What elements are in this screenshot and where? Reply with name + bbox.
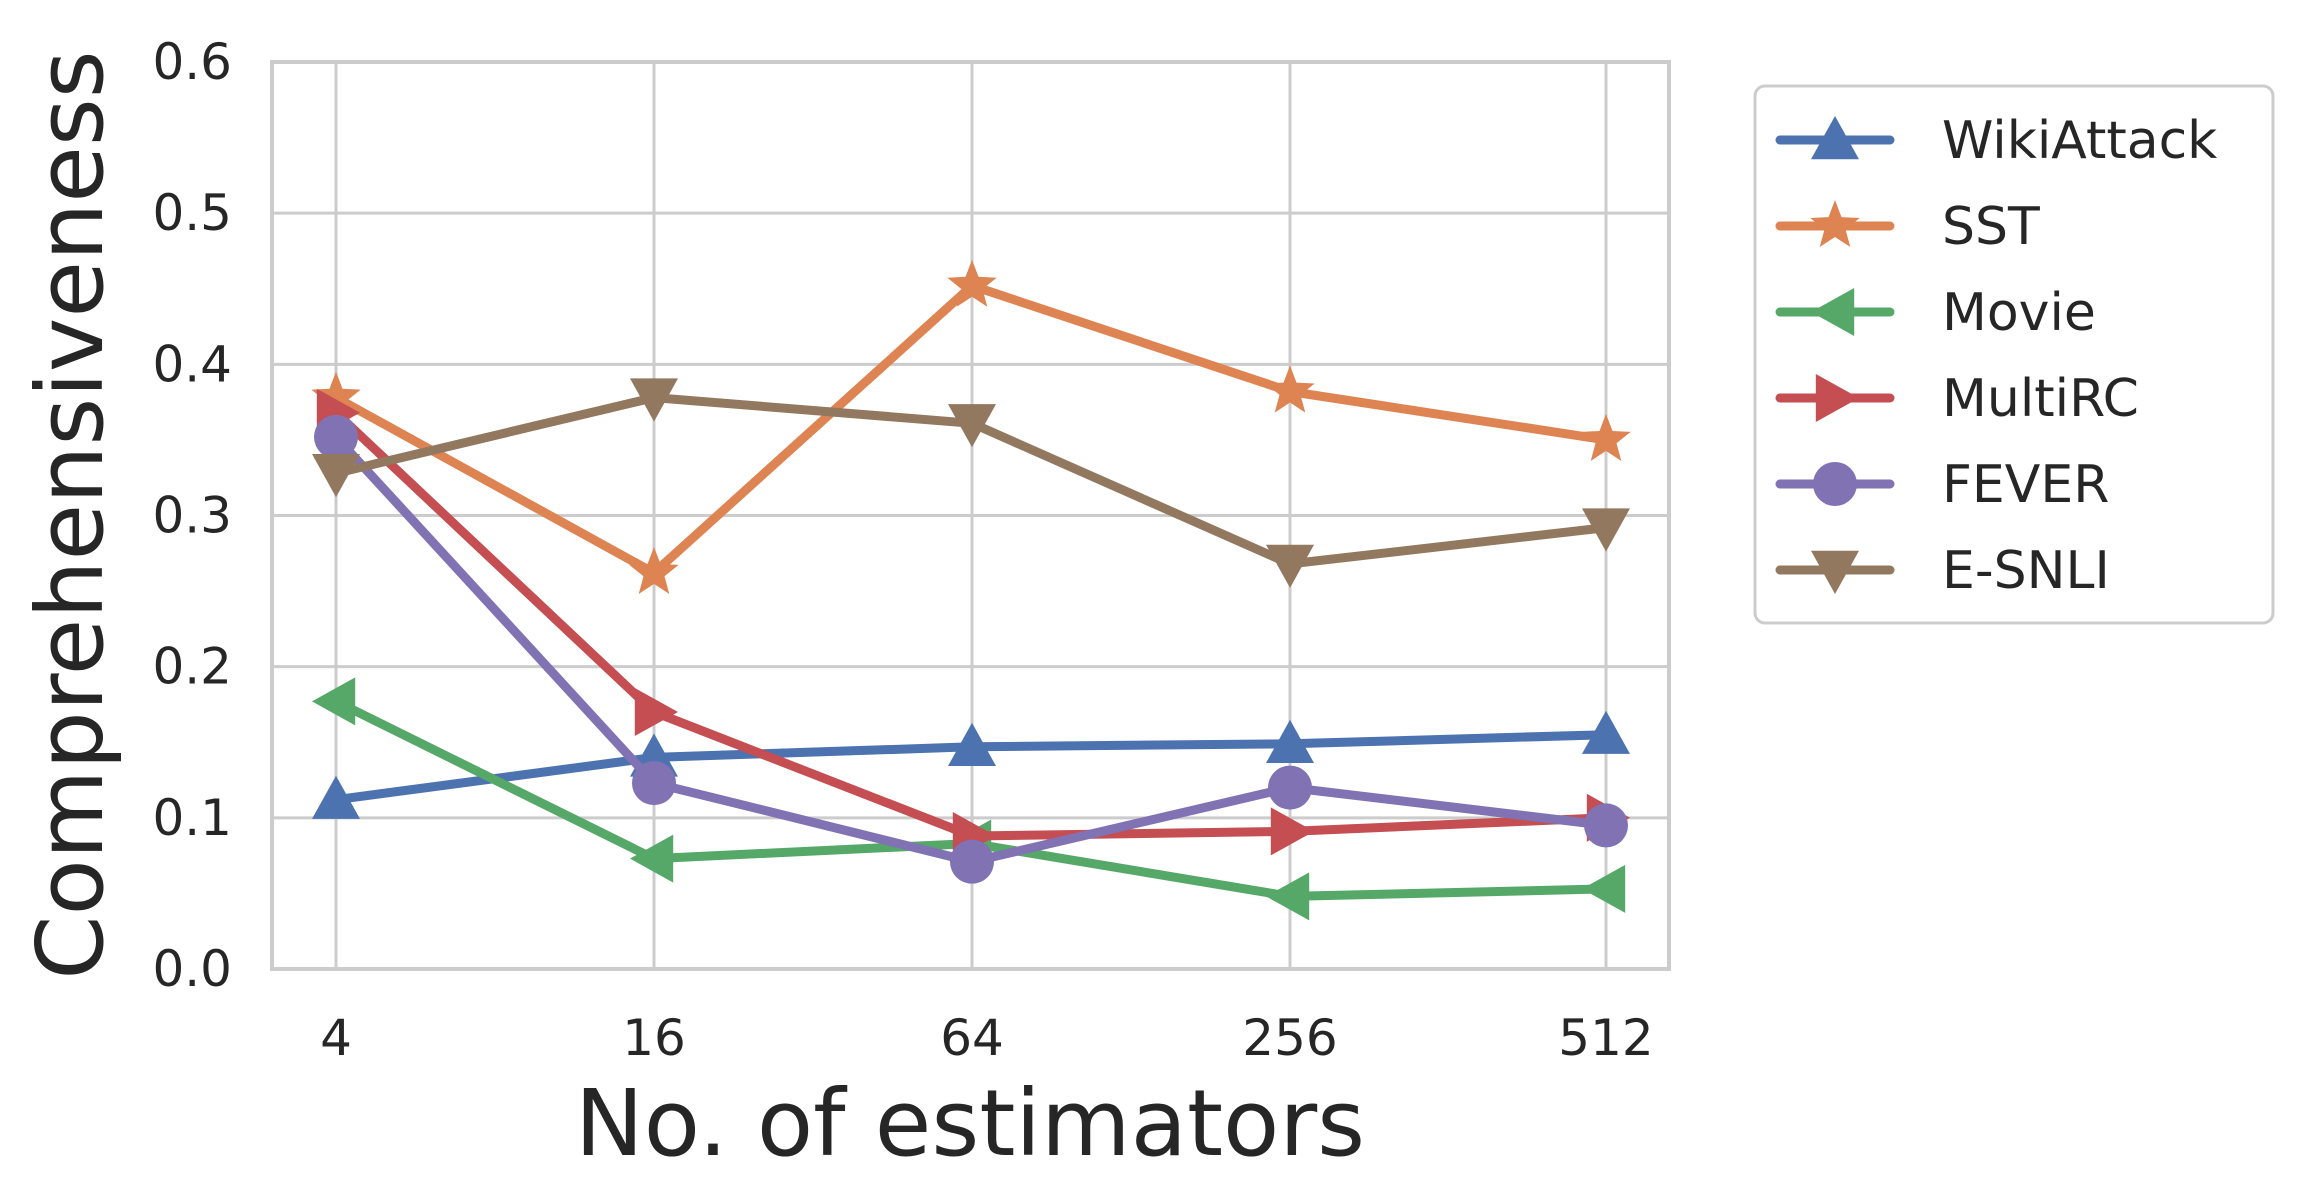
legend-entry: SST	[1775, 197, 2040, 257]
legend-label: E-SNLI	[1942, 541, 2110, 601]
data-point	[1265, 365, 1315, 413]
legend-label: Movie	[1942, 283, 2096, 343]
x-axis-title: No. of estimators	[575, 1070, 1365, 1177]
legend-swatch-marker	[1815, 374, 1859, 422]
data-point	[630, 834, 674, 883]
data-point	[311, 371, 361, 419]
data-point	[1582, 864, 1626, 913]
legend-entry: MultiRC	[1775, 369, 2139, 429]
data-point	[1266, 719, 1314, 763]
legend-swatch-marker	[1811, 288, 1855, 336]
data-point	[312, 454, 360, 498]
data-point	[1582, 508, 1630, 552]
legend-entry: Movie	[1775, 283, 2096, 343]
y-axis-title: Comprehensiveness	[17, 50, 124, 979]
series-movie	[312, 677, 1626, 921]
data-point	[1268, 765, 1312, 810]
x-tick-label: 16	[622, 1009, 686, 1067]
x-tick-label: 512	[1558, 1009, 1653, 1067]
data-point	[947, 259, 997, 307]
tick-labels: 0.0 0.1 0.2 0.3 0.4 0.5 0.6 4 16 64 256 512	[152, 33, 1653, 1067]
data-point	[629, 546, 679, 594]
legend-swatch-marker	[1811, 550, 1859, 594]
data-point	[1266, 544, 1314, 588]
data-point	[948, 722, 996, 766]
series-layer	[311, 259, 1631, 921]
data-point	[1584, 803, 1628, 848]
data-point	[632, 761, 676, 806]
data-point	[948, 404, 996, 448]
legend-entry: FEVER	[1775, 455, 2109, 515]
legend-label: FEVER	[1942, 455, 2109, 515]
y-tick-label: 0.3	[152, 487, 232, 545]
series-sst	[311, 259, 1631, 594]
y-tick-label: 0.0	[152, 940, 232, 998]
data-point	[630, 378, 678, 422]
data-point	[1582, 710, 1630, 754]
legend: WikiAttack SST Movie MultiRC FEVER E-SNLI	[1753, 84, 2275, 625]
plot-frame	[270, 60, 1671, 971]
y-tick-label: 0.1	[152, 789, 232, 847]
data-point	[314, 414, 358, 459]
legend-label: SST	[1942, 197, 2040, 257]
legend-swatch-marker	[1813, 462, 1857, 506]
legend-frame	[1753, 84, 2275, 625]
legend-entry: E-SNLI	[1775, 541, 2110, 601]
series-e-snli	[312, 378, 1630, 588]
legend-label: MultiRC	[1942, 369, 2139, 429]
x-tick-label: 256	[1242, 1009, 1337, 1067]
data-point	[312, 677, 356, 726]
y-tick-label: 0.2	[152, 638, 232, 696]
data-point	[1270, 807, 1314, 856]
legend-label: WikiAttack	[1942, 111, 2217, 171]
series-fever	[314, 414, 1628, 884]
legend-swatch-marker	[1810, 200, 1860, 247]
data-point	[1581, 413, 1631, 461]
y-tick-label: 0.4	[152, 335, 232, 393]
x-tick-label: 4	[320, 1009, 352, 1067]
data-point	[950, 839, 994, 884]
y-tick-label: 0.6	[152, 33, 232, 91]
legend-swatch-marker	[1811, 116, 1859, 160]
data-point	[1266, 872, 1310, 921]
x-tick-label: 64	[940, 1009, 1004, 1067]
data-point	[312, 775, 360, 819]
data-point	[634, 688, 678, 736]
legend-entry: WikiAttack	[1775, 111, 2217, 171]
y-tick-label: 0.5	[152, 184, 232, 242]
